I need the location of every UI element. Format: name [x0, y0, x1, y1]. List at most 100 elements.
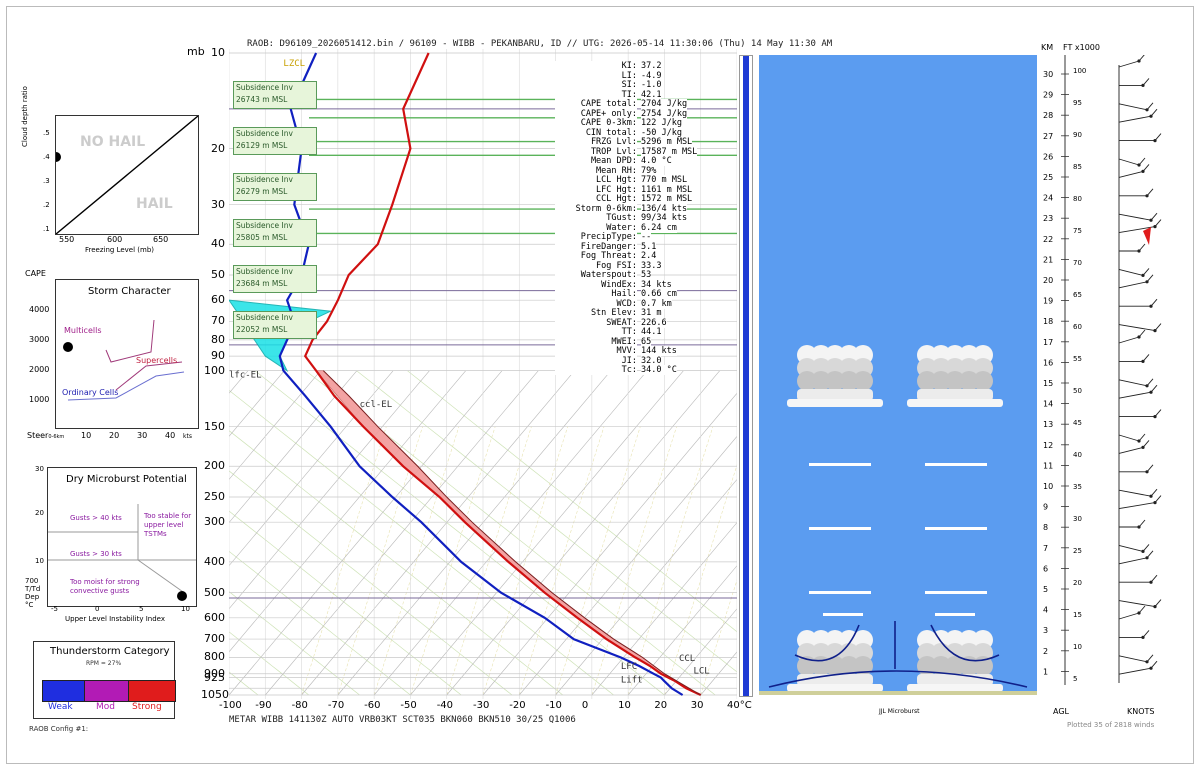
km-tick: 8: [1043, 523, 1048, 532]
strong-label: Strong: [132, 702, 162, 712]
index-key: CAPE 0-3km:: [555, 118, 637, 128]
km-tick: 24: [1043, 194, 1053, 203]
dry-adiabat: [254, 370, 665, 696]
subsidence-name: Subsidence Inv: [236, 83, 293, 92]
storm-character-plot: [63, 319, 185, 401]
pressure-tick: 60: [211, 293, 225, 307]
index-value: 34.0 °C: [641, 365, 677, 375]
storm-ytick: 3000: [29, 335, 50, 344]
temperature-tick: -10: [545, 700, 562, 711]
index-value: 1572 m MSL: [641, 194, 693, 204]
index-key: CIN total:: [555, 127, 637, 138]
multicell-boundary: [105, 319, 155, 363]
ground-strip: [759, 691, 1037, 695]
hail-ylabel: Cloud depth ratio: [21, 86, 29, 147]
sounding-header: RAOB: D96109_2026051412.bin / 96109 - WI…: [247, 39, 833, 49]
isotherm: [229, 370, 503, 696]
index-key: TROP Lvl:: [555, 146, 637, 157]
subsidence-inversion-box: Subsidence Inv 22052 m MSL: [233, 311, 317, 339]
index-value: 4.0 °C: [641, 156, 672, 166]
index-key: Fog FSI:: [555, 260, 637, 271]
dry-adiabat: [229, 430, 564, 696]
hail-xtick-600: 600: [107, 235, 123, 244]
index-value: 99/34 kts: [641, 213, 688, 223]
isotherm: [229, 370, 466, 653]
isotherm: [301, 370, 575, 696]
ft-tick: 45: [1073, 419, 1082, 427]
ft-tick: 100: [1073, 67, 1086, 75]
index-value: 37.2: [641, 61, 662, 71]
micro-xtick-5: 5: [139, 605, 144, 613]
dry-adiabat: [229, 550, 411, 696]
index-key: Mean DPD:: [555, 156, 637, 166]
no-hail-label: NO HAIL: [80, 134, 146, 150]
wind-barb: [1118, 323, 1162, 333]
index-value: 122 J/kg: [641, 118, 682, 128]
subsidence-value: 22052 m MSL: [236, 325, 288, 334]
wind-barb: [1118, 212, 1158, 222]
index-key: SWEAT:: [555, 317, 637, 328]
wind-barb: [1118, 157, 1146, 167]
km-tick: 6: [1043, 564, 1048, 573]
hail-xtick-650: 650: [153, 235, 169, 244]
km-tick: 5: [1043, 585, 1048, 594]
gusts-30-label: Gusts > 30 kts: [70, 550, 122, 558]
pressure-tick: 70: [211, 314, 225, 328]
wind-barb: [1118, 660, 1158, 675]
micro-ytick-10: 10: [35, 557, 44, 565]
wind-barb: [1118, 433, 1146, 443]
isotherm: [229, 370, 285, 437]
wind-barb: [1119, 298, 1158, 308]
temperature-tick: 20: [654, 700, 668, 711]
ft-tick: 20: [1073, 579, 1082, 587]
micro-ytick-20: 20: [35, 509, 44, 517]
ft-tick: 65: [1073, 291, 1082, 299]
index-key: KI:: [555, 61, 637, 71]
ft-tick: 15: [1073, 611, 1082, 619]
km-tick: 20: [1043, 276, 1053, 285]
index-value: 65: [641, 336, 652, 347]
lcl-label: LCL: [693, 667, 709, 677]
index-value: 144 kts: [641, 346, 677, 356]
dewpoint-profile: [278, 52, 684, 696]
index-value: 0.7 km: [641, 298, 672, 309]
index-value: 1161 m MSL: [641, 184, 693, 195]
wind-barb: [1119, 78, 1150, 87]
km-tick: 2: [1043, 647, 1048, 656]
wind-panel: 30 29 28 27 26 25 24 23 22 21 20 19 18 17 16 15 14 13 12 11…: [1039, 55, 1165, 695]
pressure-tick: 925: [204, 670, 225, 684]
index-key: Hail:: [555, 289, 637, 299]
isotherm: [265, 370, 539, 696]
temperature-profile: [303, 52, 702, 696]
isotherm: [373, 370, 648, 696]
km-tick: 9: [1043, 503, 1048, 512]
dry-adiabat: [229, 510, 462, 696]
subsidence-value: 26129 m MSL: [236, 141, 288, 150]
index-value: 770 m MSL: [641, 175, 688, 185]
ft-tick: 40: [1073, 451, 1082, 459]
index-value: 34 kts: [641, 279, 672, 290]
lift-label: Lift: [621, 676, 643, 686]
micro-xlabel: Upper Level Instability Index: [65, 615, 165, 623]
pressure-tick: 400: [204, 554, 225, 568]
km-tick: 30: [1043, 70, 1053, 79]
wind-barb: [1118, 268, 1150, 277]
gusts-40-label: Gusts > 40 kts: [70, 514, 122, 522]
outflow-arrow-right: [930, 624, 1000, 662]
index-key: PrecipType:: [555, 232, 637, 242]
cloud-panel: [759, 55, 1037, 695]
wind-barb: [1119, 133, 1162, 143]
index-key: WindEx:: [555, 279, 637, 290]
index-value: 5.1: [641, 241, 657, 252]
cloud-tower-left: [787, 345, 883, 407]
cloud-layer-line: [925, 463, 987, 466]
pressure-tick: 600: [204, 610, 225, 624]
subsidence-inversion-box: Subsidence Inv 26743 m MSL: [233, 81, 317, 109]
microburst-cloud-left: [787, 630, 883, 692]
lzcl-label: LZCL: [283, 59, 305, 69]
index-key: TT:: [555, 327, 637, 337]
mod-label: Mod: [96, 702, 115, 712]
microburst-title: Dry Microburst Potential: [66, 474, 187, 485]
ft-tick: 5: [1073, 675, 1077, 683]
index-value: 44.1: [641, 327, 662, 337]
